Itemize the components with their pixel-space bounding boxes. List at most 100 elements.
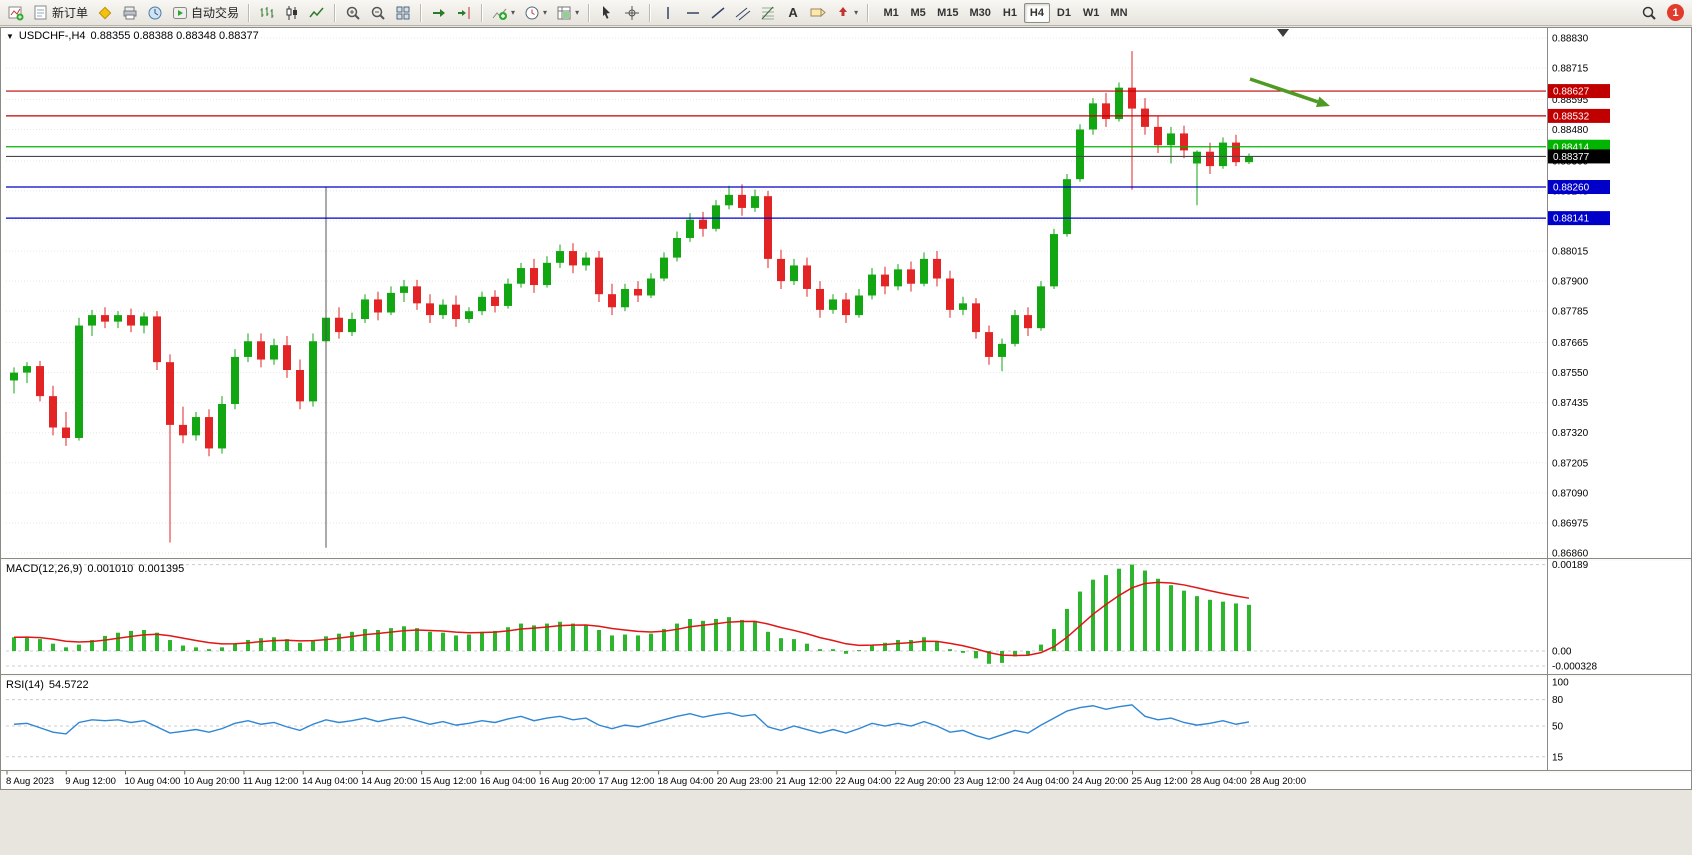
bar-chart-icon (259, 5, 275, 21)
period-button-w1[interactable]: W1 (1082, 6, 1100, 19)
zoom-out-button[interactable] (366, 2, 390, 24)
macd-bar (545, 623, 549, 651)
indicators-button[interactable]: ▾ (488, 2, 519, 24)
autotrading-button[interactable]: 自动交易 (168, 2, 243, 24)
candle-body (439, 304, 447, 316)
clock-icon (524, 5, 540, 21)
line-chart-icon (309, 5, 325, 21)
macd-bar (363, 629, 367, 651)
macd-bar (571, 623, 575, 651)
candle-body (998, 343, 1006, 357)
macd-bar (1247, 604, 1251, 651)
svg-text:0.88627: 0.88627 (1553, 87, 1590, 98)
macd-bar (1143, 570, 1147, 651)
period-button-m30[interactable]: M30 (969, 6, 991, 19)
candle-body (400, 286, 408, 293)
period-button-h1[interactable]: H1 (1002, 6, 1017, 19)
period-button-h4[interactable]: H4 (1023, 2, 1050, 23)
candle-body (543, 262, 551, 286)
chart-shift-button[interactable] (452, 2, 476, 24)
time-axis-label: 21 Aug 12:00 (776, 776, 832, 787)
templates-button[interactable]: ▾ (552, 2, 583, 24)
time-axis-label: 8 Aug 2023 (6, 776, 54, 787)
macd-bar (350, 631, 354, 651)
dropdown-caret-icon: ▾ (854, 7, 859, 17)
fibonacci-button[interactable] (756, 2, 780, 24)
macd-bar (1130, 564, 1134, 651)
vertical-line-button[interactable] (656, 2, 680, 24)
time-axis-label: 10 Aug 20:00 (184, 776, 240, 787)
macd-bar (766, 631, 770, 651)
tile-windows-button[interactable] (391, 2, 415, 24)
period-button-m1[interactable]: M1 (883, 6, 899, 19)
bar-chart-button[interactable] (255, 2, 279, 24)
text-button[interactable]: A (781, 2, 805, 24)
svg-text:0.88715: 0.88715 (1552, 64, 1589, 75)
new-order-button[interactable]: 新订单 (29, 2, 92, 24)
cursor-arrow-icon (599, 5, 615, 21)
history-center-button[interactable] (143, 2, 167, 24)
candle-body (1128, 87, 1136, 109)
candlestick-chart-button[interactable] (280, 2, 304, 24)
time-axis-label: 25 Aug 12:00 (1132, 776, 1188, 787)
candle-body (62, 427, 70, 438)
macd-bar (896, 640, 900, 651)
macd-bar (272, 637, 276, 651)
candle-body (803, 265, 811, 289)
candle-body (283, 345, 291, 371)
macd-bar (532, 625, 536, 651)
time-axis-label: 16 Aug 04:00 (480, 776, 536, 787)
candle-body (673, 237, 681, 258)
candle-body (725, 194, 733, 206)
period-button-m5[interactable]: M5 (910, 6, 926, 19)
notifications-badge[interactable]: 1 (1667, 4, 1684, 21)
macd-bar (961, 651, 965, 653)
macd-signal-line (13, 581, 1250, 657)
zoom-in-button[interactable] (341, 2, 365, 24)
new-chart-button[interactable] (4, 2, 28, 24)
cursor-button[interactable] (595, 2, 619, 24)
channel-button[interactable] (731, 2, 755, 24)
timeframes-button[interactable]: ▾ (520, 2, 551, 24)
period-button-mn[interactable]: MN (1110, 6, 1128, 19)
horizontal-line-button[interactable] (681, 2, 705, 24)
time-axis-label: 24 Aug 20:00 (1072, 776, 1128, 787)
candle-body (712, 205, 720, 229)
toolbar-separator (420, 3, 423, 22)
macd-bar (376, 629, 380, 651)
metaeditor-button[interactable] (93, 2, 117, 24)
svg-text:0.87900: 0.87900 (1552, 277, 1589, 288)
candle-body (1037, 286, 1045, 329)
one-click-trading-toggle[interactable]: ▼ (6, 31, 14, 41)
candle-body (634, 288, 642, 296)
arrows-button[interactable]: ▾ (831, 2, 862, 24)
crosshair-button[interactable] (620, 2, 644, 24)
price-tag (1548, 108, 1610, 123)
candles-layer (10, 51, 1253, 543)
macd-bar (662, 629, 666, 651)
arrow-annotation (1249, 77, 1319, 104)
candle-body (738, 194, 746, 208)
macd-bar (116, 632, 120, 651)
period-button-m15[interactable]: M15 (937, 6, 959, 19)
svg-text:0.88830: 0.88830 (1552, 34, 1589, 45)
macd-bar (493, 630, 497, 651)
candle-body (75, 325, 83, 438)
auto-scroll-button[interactable] (427, 2, 451, 24)
search-button[interactable] (1637, 2, 1661, 24)
svg-text:0.87205: 0.87205 (1552, 458, 1589, 469)
period-button-d1[interactable]: D1 (1056, 6, 1071, 19)
candle-body (478, 296, 486, 312)
chart-canvas[interactable]: 0.888300.887150.885950.884800.883600.882… (0, 0, 1692, 790)
macd-bar (220, 647, 224, 651)
trendline-button[interactable] (706, 2, 730, 24)
macd-bar (1117, 568, 1121, 651)
candle-body (517, 268, 525, 284)
candle-body (582, 257, 590, 266)
text-label-button[interactable] (806, 2, 830, 24)
time-axis-label: 28 Aug 20:00 (1250, 776, 1306, 787)
candle-body (504, 283, 512, 306)
candle-body (972, 303, 980, 333)
print-button[interactable] (118, 2, 142, 24)
line-chart-button[interactable] (305, 2, 329, 24)
